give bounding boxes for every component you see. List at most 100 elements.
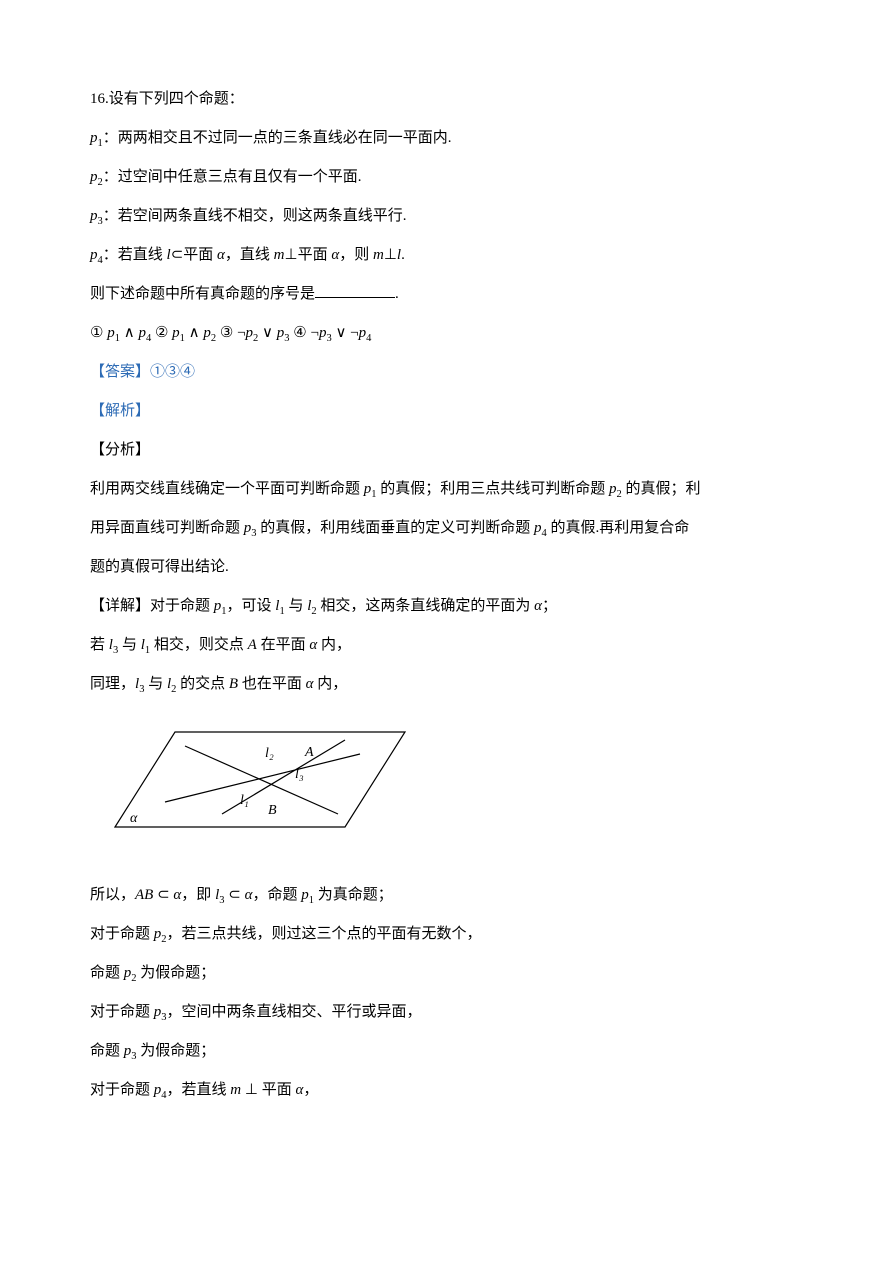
t: ，可设 (227, 598, 276, 614)
t: 的真假；利用三点共线可判断命题 (377, 481, 610, 497)
t: ② (151, 325, 172, 341)
m-sym: m (274, 247, 285, 263)
prop-p2: p2：过空间中任意三点有且仅有一个平面. (90, 158, 802, 197)
p-sym: p (90, 208, 98, 224)
t: 也在平面 (238, 676, 306, 692)
t: 命题 (90, 1043, 124, 1059)
t: 所以， (90, 887, 135, 903)
t: ⊥ 平面 (241, 1082, 295, 1098)
t: 与 (118, 637, 141, 653)
t: 利用两交线直线确定一个平面可判断命题 (90, 481, 364, 497)
t: 内， (317, 637, 351, 653)
t: 的真假，利用线面垂直的定义可判断命题 (257, 520, 535, 536)
p-sym: p (172, 325, 180, 341)
t: 相交，则交点 (150, 637, 248, 653)
svg-text:α: α (130, 811, 138, 826)
fenxi-label-line: 【分析】 (90, 431, 802, 470)
conc-6: 对于命题 p4，若直线 m ⊥ 平面 α， (90, 1071, 802, 1110)
A-sym: A (248, 637, 257, 653)
t: ，则 (339, 247, 373, 263)
t: 题的真假可得出结论. (90, 559, 229, 575)
t: 的交点 (176, 676, 229, 692)
answer-value: ①③④ (150, 364, 195, 380)
t: ⊥ (384, 247, 397, 263)
t: ，若直线 (167, 1082, 231, 1098)
plane-diagram: l₁ l₂ l₃A Bα (110, 712, 802, 868)
p2-text: ：过空间中任意三点有且仅有一个平面. (103, 169, 362, 185)
xiangjie-3: 同理，l3 与 l2 的交点 B 也在平面 α 内， (90, 665, 802, 704)
fenxi-3: 题的真假可得出结论. (90, 548, 802, 587)
t: 的真假.再利用复合命 (547, 520, 690, 536)
m-sym: m (373, 247, 384, 263)
t: 命题 (90, 965, 124, 981)
B-sym: B (229, 676, 238, 692)
t: 在平面 (257, 637, 310, 653)
t: 内， (313, 676, 347, 692)
t: 用异面直线可判断命题 (90, 520, 244, 536)
t: ① (90, 325, 107, 341)
p-sym: p (301, 887, 309, 903)
alpha-sym: α (534, 598, 542, 614)
alpha-sym: α (217, 247, 225, 263)
t: 相交，这两条直线确定的平面为 (317, 598, 535, 614)
svg-text:A: A (304, 745, 314, 760)
svg-text:B: B (268, 803, 277, 818)
t: ：若直线 (103, 247, 167, 263)
conc-2: 对于命题 p2，若三点共线，则过这三个点的平面有无数个， (90, 915, 802, 954)
conc-4: 对于命题 p3，空间中两条直线相交、平行或异面， (90, 993, 802, 1032)
intro-text: 设有下列四个命题： (109, 91, 244, 107)
t: ⊂平面 (171, 247, 217, 263)
p-sym: p (203, 325, 211, 341)
svg-text:l₃: l₃ (295, 767, 304, 782)
s: 4 (366, 333, 371, 344)
t: 对于命题 (90, 926, 154, 942)
t: ∧ (185, 325, 203, 341)
t: ，命题 (252, 887, 301, 903)
prop-p1: p1：两两相交且不过同一点的三条直线必在同一平面内. (90, 119, 802, 158)
t: ∨ ¬ (332, 325, 359, 341)
t: 对于命题 (90, 1082, 154, 1098)
t: ⊂ (153, 887, 173, 903)
p-sym: p (107, 325, 115, 341)
svg-text:l₁: l₁ (240, 793, 249, 808)
t: ③ ¬ (216, 325, 245, 341)
t: ，直线 (225, 247, 274, 263)
p-sym: p (90, 130, 98, 146)
fenxi-1: 利用两交线直线确定一个平面可判断命题 p1 的真假；利用三点共线可判断命题 p2… (90, 470, 802, 509)
answer-label: 【答案】 (90, 364, 150, 380)
t: ； (542, 598, 557, 614)
xiangjie-2: 若 l3 与 l1 相交，则交点 A 在平面 α 内， (90, 626, 802, 665)
t: 若 (90, 637, 109, 653)
p-sym: p (246, 325, 254, 341)
p-sym: p (90, 247, 98, 263)
svg-text:l₂: l₂ (265, 746, 274, 761)
p-sym: p (534, 520, 542, 536)
question-intro: 16.设有下列四个命题： (90, 80, 802, 119)
fenxi-label: 【分析】 (90, 442, 150, 458)
t: ⊥平面 (285, 247, 332, 263)
m-sym: m (230, 1082, 241, 1098)
t: 对于命题 (150, 598, 214, 614)
p-sym: p (138, 325, 146, 341)
t: ∨ (258, 325, 276, 341)
prompt-text: 则下述命题中所有真命题的序号是 (90, 286, 315, 302)
blank-underline (315, 280, 395, 298)
t: . (401, 247, 405, 263)
answer-line: 【答案】①③④ (90, 353, 802, 392)
conc-3: 命题 p2 为假命题； (90, 954, 802, 993)
prompt-line: 则下述命题中所有真命题的序号是. (90, 275, 802, 314)
t: 为真命题； (314, 887, 393, 903)
fenxi-2: 用异面直线可判断命题 p3 的真假，利用线面垂直的定义可判断命题 p4 的真假.… (90, 509, 802, 548)
t: 与 (144, 676, 167, 692)
t: ，即 (181, 887, 215, 903)
t: ④ ¬ (290, 325, 319, 341)
jiexi-label: 【解析】 (90, 403, 150, 419)
t: 同理， (90, 676, 135, 692)
p-sym: p (90, 169, 98, 185)
jiexi-line: 【解析】 (90, 392, 802, 431)
t: ∧ (120, 325, 138, 341)
t: 为假命题； (137, 965, 216, 981)
xiangjie-1: 【详解】对于命题 p1，可设 l1 与 l2 相交，这两条直线确定的平面为 α； (90, 587, 802, 626)
options-line: ① p1 ∧ p4 ② p1 ∧ p2 ③ ¬p2 ∨ p3 ④ ¬p3 ∨ ¬… (90, 314, 802, 353)
t: ⊂ (224, 887, 244, 903)
